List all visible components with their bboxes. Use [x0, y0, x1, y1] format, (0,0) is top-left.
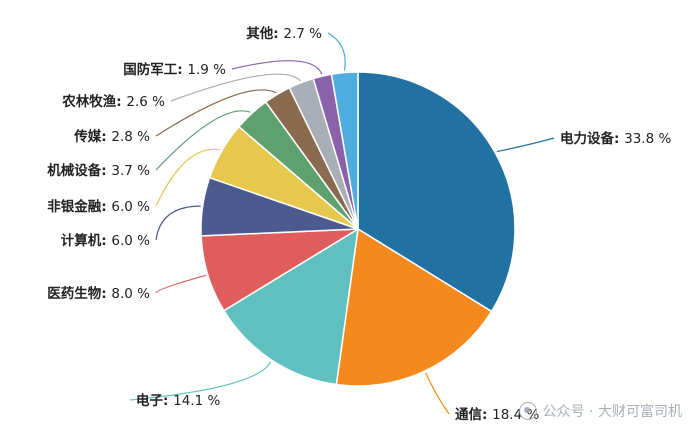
leader-line-2: [129, 361, 272, 401]
slice-label-value-8: 2.6 %: [126, 94, 165, 110]
leader-lines-layer: [129, 32, 555, 415]
slice-label-7: 传媒: 2.8 %: [73, 128, 150, 145]
leader-line-1: [425, 372, 450, 415]
slice-label-name-10: 其他:: [246, 25, 283, 42]
slice-label-4: 计算机: 6.0 %: [61, 232, 150, 249]
pie-slice-1: [335, 227, 493, 387]
slice-label-value-9: 1.9 %: [187, 62, 226, 78]
slice-label-0: 电力设备: 33.8 %: [560, 130, 671, 147]
slice-label-name-0: 电力设备:: [560, 130, 624, 147]
slice-label-3: 医药生物: 8.0 %: [47, 285, 150, 302]
slice-label-value-7: 2.8 %: [111, 129, 150, 145]
slice-label-name-8: 农林牧渔:: [61, 93, 126, 110]
slices-layer: [200, 71, 516, 387]
slice-label-value-0: 33.8 %: [624, 131, 671, 147]
slice-label-name-6: 机械设备:: [47, 162, 111, 179]
slice-label-name-4: 计算机:: [61, 232, 112, 249]
leader-line-4: [155, 205, 201, 241]
leader-line-0: [496, 137, 555, 153]
slice-label-8: 农林牧渔: 2.6 %: [61, 93, 165, 110]
slice-label-2: 电子: 14.1 %: [136, 392, 220, 409]
slice-label-value-6: 3.7 %: [111, 163, 150, 179]
slice-label-10: 其他: 2.7 %: [246, 25, 322, 42]
pie-slice-0: [357, 71, 516, 313]
leader-line-5: [155, 148, 221, 207]
pie-slice-2: [222, 227, 359, 386]
leader-line-9: [231, 60, 323, 75]
slice-label-name-5: 非银金融:: [47, 198, 111, 215]
slice-label-name-1: 通信:: [455, 406, 492, 423]
slice-label-name-7: 传媒:: [73, 128, 111, 145]
leader-line-8: [170, 73, 301, 102]
slice-label-6: 机械设备: 3.7 %: [47, 162, 150, 179]
slice-label-name-9: 国防军工:: [123, 61, 187, 78]
watermark-text: 公众号 · 大财可富司机: [542, 404, 682, 420]
slice-label-value-4: 6.0 %: [111, 233, 150, 249]
labels-layer: 电力设备: 33.8 %通信: 18.4 %电子: 14.1 %医药生物: 8.…: [47, 25, 671, 423]
slice-label-5: 非银金融: 6.0 %: [47, 198, 150, 215]
slice-label-9: 国防军工: 1.9 %: [123, 61, 226, 78]
leader-line-10: [327, 32, 346, 71]
wechat-icon: [518, 402, 537, 420]
slice-label-name-3: 医药生物:: [47, 285, 111, 302]
leader-line-6: [155, 110, 251, 171]
pie-slice-10: [330, 71, 359, 230]
slice-label-value-10: 2.7 %: [283, 26, 322, 42]
slice-label-value-5: 6.0 %: [111, 199, 150, 215]
slice-label-value-3: 8.0 %: [111, 286, 150, 302]
slice-label-name-2: 电子:: [136, 392, 173, 409]
leader-line-3: [155, 274, 207, 294]
slice-label-value-2: 14.1 %: [173, 393, 220, 409]
watermark: 公众号 · 大财可富司机: [518, 401, 682, 421]
leader-line-7: [155, 89, 277, 137]
